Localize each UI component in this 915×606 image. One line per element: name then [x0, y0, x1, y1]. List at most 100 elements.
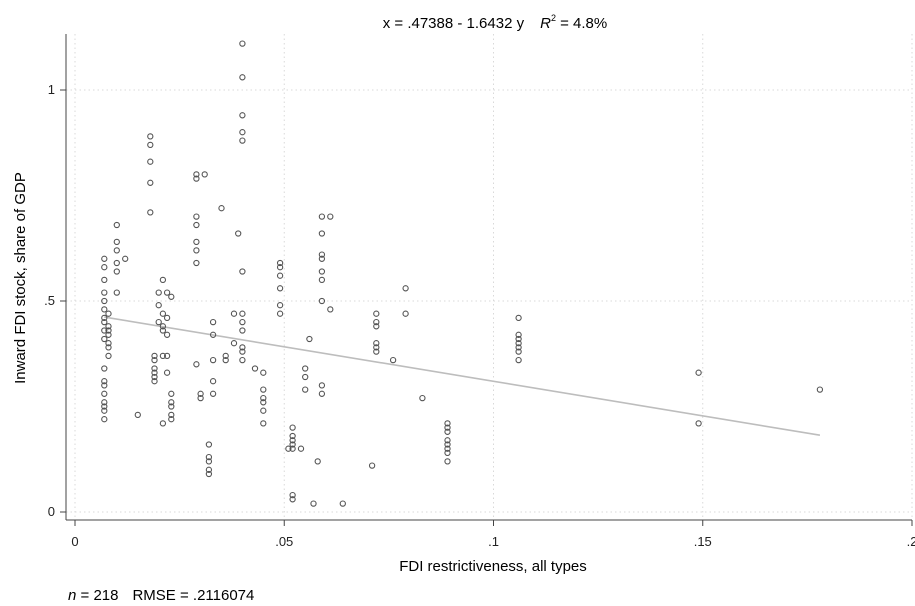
data-point	[101, 390, 108, 397]
data-point	[168, 399, 175, 406]
data-point	[168, 416, 175, 423]
data-point	[147, 158, 154, 165]
data-point	[168, 293, 175, 300]
data-point	[515, 340, 522, 347]
data-point	[239, 268, 246, 275]
data-point	[205, 470, 213, 478]
data-point	[101, 403, 108, 410]
y-tick-label: 0	[48, 504, 55, 519]
data-point	[515, 344, 522, 351]
axis-ticks: 0 .05 .1 .15 .2 0 .5 1	[44, 82, 915, 549]
data-point	[373, 340, 380, 347]
data-point	[289, 437, 296, 444]
data-point	[444, 437, 451, 444]
data-point	[218, 205, 225, 212]
data-point	[209, 318, 217, 326]
data-point	[239, 112, 246, 119]
data-point	[159, 310, 167, 317]
data-point	[239, 348, 246, 355]
data-point	[515, 331, 522, 338]
data-point	[155, 302, 162, 309]
data-point	[159, 276, 167, 284]
data-point	[302, 386, 309, 393]
data-point	[209, 331, 217, 338]
data-point	[122, 255, 129, 262]
data-point	[260, 386, 267, 393]
data-point	[113, 259, 120, 267]
footnote: n = 218 RMSE = .2116074	[68, 587, 254, 604]
data-point	[289, 496, 296, 503]
data-point	[318, 255, 326, 262]
data-point	[105, 310, 112, 317]
data-point	[419, 394, 426, 402]
data-point	[222, 352, 229, 360]
data-point	[205, 466, 213, 473]
data-point	[310, 500, 317, 507]
equation-text: x = .47388 - 1.6432 y	[383, 15, 525, 32]
footnote-rmse: RMSE = .2116074	[132, 587, 254, 604]
data-point	[105, 323, 112, 330]
data-point	[105, 331, 112, 338]
x-axis-title: FDI restrictiveness, all types	[399, 558, 587, 575]
data-point	[318, 251, 326, 258]
data-point	[151, 352, 158, 360]
data-point	[318, 268, 326, 275]
data-point	[373, 323, 380, 330]
data-point	[816, 386, 824, 393]
data-point	[239, 327, 246, 334]
data-point	[101, 255, 108, 262]
x-tick-label: .05	[275, 534, 293, 549]
data-point	[193, 259, 200, 267]
data-point	[193, 238, 200, 246]
data-point	[695, 420, 702, 427]
data-point	[105, 340, 112, 347]
data-point	[289, 491, 296, 499]
data-point	[159, 323, 167, 330]
gridlines	[66, 34, 913, 520]
data-point	[373, 310, 380, 317]
data-point	[159, 420, 167, 427]
data-point	[260, 369, 267, 376]
data-point	[239, 74, 246, 81]
data-point	[318, 230, 326, 237]
data-point	[163, 352, 171, 360]
data-point	[151, 373, 158, 381]
data-point	[163, 289, 171, 296]
data-point	[205, 453, 213, 461]
data-point	[101, 297, 108, 305]
data-point	[209, 356, 217, 364]
data-point	[101, 378, 108, 385]
data-point	[239, 129, 246, 136]
data-point	[168, 411, 175, 419]
data-point	[235, 230, 242, 237]
data-point	[260, 407, 267, 414]
data-point	[151, 356, 158, 364]
footnote-n-value: = 218	[76, 587, 118, 604]
data-point	[444, 420, 451, 427]
data-point	[193, 171, 200, 178]
data-point	[101, 335, 108, 343]
data-point	[314, 458, 321, 465]
data-point	[444, 458, 451, 465]
data-point	[101, 327, 108, 334]
data-point	[101, 306, 108, 313]
data-point	[276, 302, 284, 309]
data-point	[155, 318, 162, 326]
data-point	[147, 179, 154, 186]
data-point	[444, 441, 451, 448]
data-point	[193, 213, 200, 220]
data-point	[239, 137, 246, 144]
data-point	[168, 403, 175, 410]
data-point	[297, 445, 305, 452]
data-point	[193, 221, 200, 229]
data-point	[163, 331, 171, 338]
data-point	[193, 361, 200, 368]
data-point	[260, 399, 267, 406]
data-point	[239, 310, 246, 317]
data-point	[260, 394, 267, 402]
data-point	[289, 445, 296, 452]
r-squared-value: = 4.8%	[556, 15, 607, 32]
data-point	[101, 264, 108, 271]
y-tick-label: 1	[48, 82, 55, 97]
